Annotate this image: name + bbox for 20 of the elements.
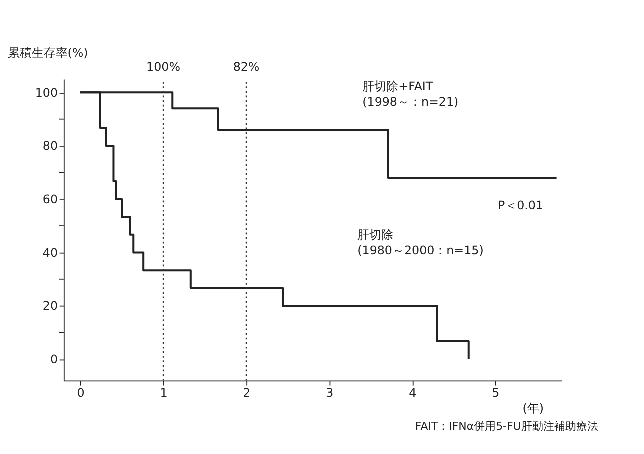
x-axis-title: (年) (522, 401, 544, 416)
y-tick-label: 100 (35, 86, 58, 100)
x-tick-label: 5 (492, 386, 500, 400)
x-tick-label: 2 (243, 386, 251, 400)
x-tick-label: 3 (326, 386, 334, 400)
x-tick-label: 0 (77, 386, 85, 400)
y-tick-label: 0 (50, 352, 58, 367)
x-tick-label: 4 (409, 386, 417, 400)
y-tick-label: 80 (42, 139, 58, 154)
annotation: 肝切除 (1980～2000：n=15) (358, 228, 484, 258)
y-tick-label: 40 (42, 246, 58, 260)
annotation: P＜0.01 (498, 198, 544, 213)
y-tick-label: 20 (42, 299, 58, 314)
text: 82% (233, 60, 260, 74)
y-axis-title: 累積生存率(%) (8, 46, 88, 60)
x-tick-label: 1 (160, 386, 168, 400)
y-tick-label: 60 (42, 192, 58, 206)
text: 100% (146, 60, 180, 74)
annotation: 肝切除+FAIT (1998～：n=21) (362, 79, 459, 109)
text: FAIT：IFNα併用5-FU肝動注補助療法 (415, 420, 598, 434)
